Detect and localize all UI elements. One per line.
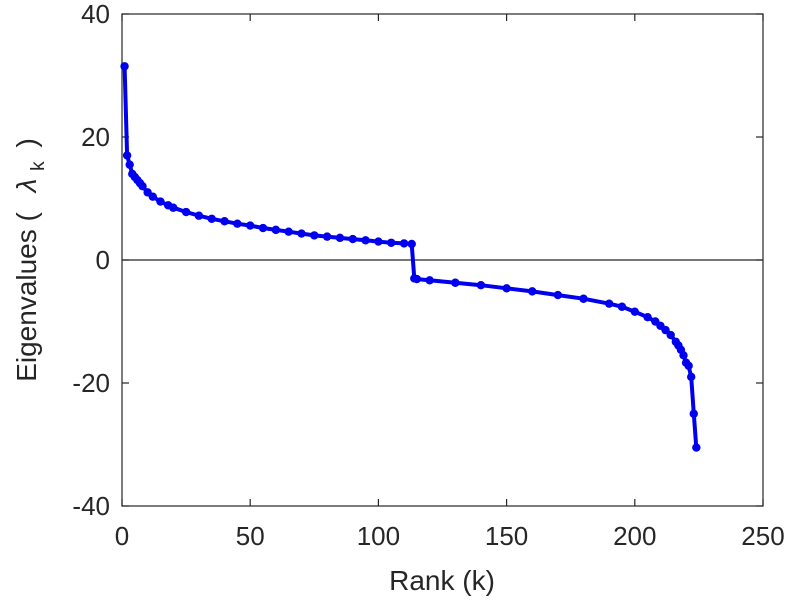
data-point-42 — [617, 302, 627, 311]
data-point-9 — [148, 192, 157, 201]
data-point-30 — [399, 239, 409, 248]
x-axis-ticks: 0 50 100 150 200 250 — [115, 14, 785, 551]
y-axis-label-prefix: Eigenvalues ( — [11, 211, 42, 381]
data-point-48 — [666, 330, 675, 340]
data-point-27 — [361, 236, 370, 245]
x-tick-label-5: 250 — [741, 521, 784, 551]
data-point-17 — [233, 219, 242, 228]
data-point-35 — [451, 278, 460, 287]
data-point-43 — [630, 307, 639, 316]
data-point-12 — [169, 203, 178, 212]
data-point-21 — [284, 227, 293, 236]
data-point-54 — [684, 361, 693, 370]
data-point-18 — [246, 221, 255, 230]
data-point-7 — [138, 182, 147, 191]
data-point-29 — [387, 238, 396, 247]
data-point-14 — [194, 211, 204, 220]
data-point-40 — [579, 294, 588, 303]
x-tick-label-0: 0 — [115, 521, 129, 551]
y-tick-label-0: -40 — [72, 491, 110, 521]
y-tick-label-4: 40 — [81, 0, 110, 29]
data-point-10 — [156, 197, 165, 206]
y-axis-label-suffix: ) — [11, 138, 42, 147]
data-point-13 — [181, 207, 191, 217]
x-axis-label: Rank (k) — [389, 565, 495, 596]
data-point-25 — [335, 233, 345, 243]
y-axis-ticks: -40 -20 0 20 40 — [72, 0, 763, 521]
data-point-16 — [220, 217, 229, 226]
data-point-23 — [310, 231, 319, 240]
x-tick-label-2: 100 — [357, 521, 400, 551]
x-tick-label-1: 50 — [236, 521, 265, 551]
y-axis-label-symbol: λ — [11, 179, 42, 195]
data-point-57 — [692, 443, 701, 452]
y-tick-label-3: 20 — [81, 122, 110, 152]
data-point-41 — [604, 299, 614, 308]
data-point-1 — [122, 151, 132, 160]
data-point-20 — [271, 225, 281, 235]
y-tick-label-2: 0 — [96, 245, 110, 275]
x-tick-label-3: 150 — [485, 521, 528, 551]
data-point-55 — [687, 372, 696, 382]
data-point-0 — [120, 62, 129, 71]
data-point-2 — [125, 160, 134, 169]
data-point-33 — [412, 274, 422, 284]
data-point-22 — [297, 229, 306, 238]
data-point-44 — [643, 312, 652, 322]
data-point-56 — [689, 409, 698, 418]
y-axis-label: Eigenvalues ( λ k ) — [11, 138, 50, 382]
series-group — [120, 62, 701, 452]
data-point-38 — [528, 287, 537, 296]
data-point-15 — [207, 214, 216, 223]
data-point-31 — [407, 239, 416, 249]
data-point-52 — [679, 351, 688, 360]
data-point-19 — [258, 223, 268, 233]
data-point-36 — [476, 281, 486, 290]
data-point-26 — [348, 234, 357, 244]
data-point-34 — [425, 276, 434, 285]
data-point-24 — [322, 232, 332, 241]
data-point-28 — [374, 237, 383, 246]
x-tick-label-4: 200 — [613, 521, 656, 551]
data-point-37 — [502, 284, 511, 293]
y-axis-label-subscript: k — [28, 161, 49, 171]
data-point-39 — [553, 290, 563, 300]
y-tick-label-1: -20 — [72, 368, 110, 398]
